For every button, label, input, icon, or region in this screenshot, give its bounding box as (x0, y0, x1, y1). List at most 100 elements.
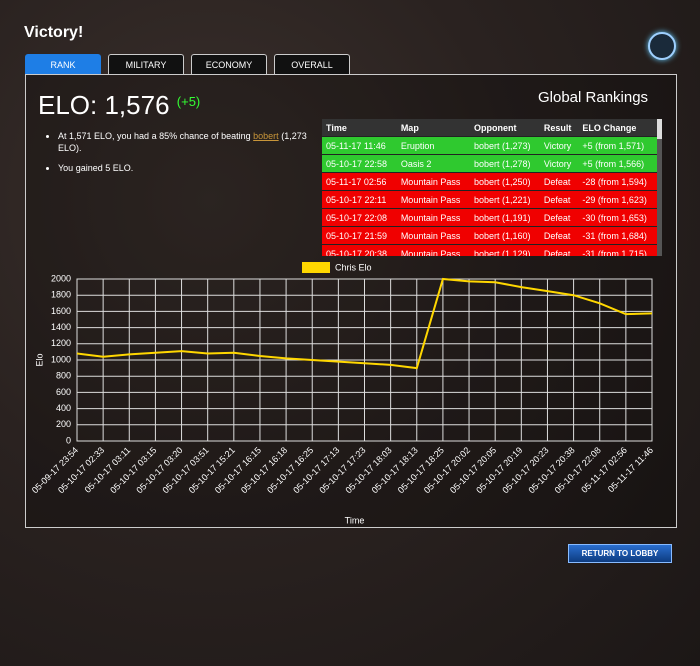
row: 05-10-17 20:38 Mountain Pass bobert (1,129… (322, 244, 657, 256)
cell: bobert (1,250) (469, 172, 540, 191)
table-box: Time Map Opponent Result ELO Change 05-11-17 … (322, 119, 657, 256)
y-tick-label: 1000 (51, 354, 71, 364)
row: 05-10-17 22:08 Mountain Pass bobert (1,191… (322, 208, 657, 227)
elo: ELO: 1,576 (+5) (38, 90, 200, 121)
y-tick-label: 800 (56, 371, 71, 381)
x-tick-label: 05-10-17 20:38 (526, 445, 576, 495)
cell: Mountain Pass (396, 208, 470, 227)
legend-swatch (302, 262, 330, 273)
cell: Defeat (539, 190, 579, 209)
scrollbar[interactable] (657, 119, 662, 256)
x-tick-label: 05-10-17 18:13 (370, 445, 420, 495)
cell: +5 (from 1,566) (578, 154, 657, 173)
summary-list: At 1,571 ELO, you had a 85% chance of be… (44, 130, 308, 182)
plot-border (76, 278, 653, 442)
x-tick-label: 05-10-17 03:15 (108, 445, 158, 495)
tab[interactable]: RANK (25, 54, 101, 74)
row: 05-11-17 02:56 Mountain Pass bobert (1,250… (322, 172, 657, 191)
cell: Eruption (396, 136, 470, 155)
y-tick-label: 400 (56, 403, 71, 413)
cell: -29 (from 1,623) (578, 190, 657, 209)
x-tick-label: 05-10-17 16:15 (213, 445, 263, 495)
header-cell: Opponent (469, 119, 540, 137)
x-tick-label: 05-10-17 16:25 (265, 445, 315, 495)
row: 05-11-17 11:46 Eruption bobert (1,273) Vict… (322, 136, 657, 155)
elo-change: (+5) (176, 94, 201, 109)
cell: Defeat (539, 226, 579, 245)
x-tick-label: 05-10-17 20:19 (474, 445, 524, 495)
tab[interactable]: MILITARY (108, 54, 184, 74)
text: At 1,571 ELO, you had a 85% chance of be… (58, 131, 251, 141)
rankings-title[interactable]: Global Rankings (538, 89, 649, 106)
y-tick-label: 1600 (51, 306, 71, 316)
cell: -31 (from 1,684) (578, 226, 657, 245)
y-tick-label: 0 (66, 435, 71, 445)
bullet: You gained 5 ELO. (58, 162, 308, 174)
cell: Defeat (539, 208, 579, 227)
tabs: RANK MILITARY ECONOMY OVERALL (25, 54, 350, 74)
scroll-thumb[interactable] (657, 119, 662, 139)
cell: bobert (1,221) (469, 190, 540, 209)
text: (1,273 ELO). (58, 131, 307, 153)
cell: -30 (from 1,653) (578, 208, 657, 227)
x-tick-label: 05-10-17 18:25 (396, 445, 446, 495)
x-tick-label: 05-09-17 23:54 (30, 445, 80, 495)
row: 05-10-17 21:59 Mountain Pass bobert (1,160… (322, 226, 657, 245)
cell: bobert (1,191) (469, 208, 540, 227)
x-tick-label: 05-10-17 03:20 (134, 445, 184, 495)
cell: 05-11-17 11:46 (322, 136, 397, 155)
cell: -28 (from 1,594) (578, 172, 657, 191)
y-tick-label: 200 (56, 419, 71, 429)
cell: Mountain Pass (396, 172, 470, 191)
header-cell: Time (322, 119, 397, 137)
cell: bobert (1,160) (469, 226, 540, 245)
cell: 05-10-17 22:08 (322, 208, 397, 227)
cell: bobert (1,273) (469, 136, 540, 155)
x-tick-label: 05-10-17 16:18 (239, 445, 289, 495)
cell: 05-11-17 02:56 (322, 172, 397, 191)
cell: -31 (from 1,715) (578, 244, 657, 256)
return-button[interactable]: RETURN TO LOBBY (568, 544, 672, 563)
cell: +5 (from 1,571) (578, 136, 657, 155)
x-tick-label: 05-10-17 20:23 (500, 445, 550, 495)
rankings-table: Time Map Opponent Result ELO Change 05-11-17 … (322, 119, 657, 256)
opponent-link[interactable]: bobert (253, 131, 279, 141)
y-tick-label: 1800 (51, 290, 71, 300)
y-tick-label: 1200 (51, 338, 71, 348)
cell: Defeat (539, 244, 579, 256)
cell: Victory (539, 154, 579, 173)
x-tick-label: 05-11-17 02:56 (579, 445, 629, 495)
cell: 05-10-17 20:38 (322, 244, 397, 256)
x-tick-label: 05-10-17 20:02 (422, 445, 472, 495)
tab[interactable]: OVERALL (274, 54, 350, 74)
x-tick-label: 05-10-17 02:33 (56, 445, 106, 495)
x-tick-label: 05-10-17 18:03 (343, 445, 393, 495)
cell: Oasis 2 (396, 154, 470, 173)
cell: Mountain Pass (396, 244, 470, 256)
header-row: Time Map Opponent Result ELO Change (322, 119, 657, 137)
cell: Victory (539, 136, 579, 155)
y-tick-label: 1400 (51, 322, 71, 332)
x-tick-label: 05-10-17 17:23 (317, 445, 367, 495)
cell: 05-10-17 22:11 (322, 190, 397, 209)
bullet: At 1,571 ELO, you had a 85% chance of be… (58, 130, 308, 154)
cell: bobert (1,129) (469, 244, 540, 256)
cell: Mountain Pass (396, 190, 470, 209)
text: You gained 5 ELO. (58, 163, 134, 173)
cell: 05-10-17 21:59 (322, 226, 397, 245)
legend-label: Chris Elo (335, 262, 372, 272)
cell: Mountain Pass (396, 226, 470, 245)
row: 05-10-17 22:11 Mountain Pass bobert (1,221… (322, 190, 657, 209)
elo-value: ELO: 1,576 (38, 90, 170, 120)
row: 05-10-17 22:58 Oasis 2 bobert (1,278) Victo… (322, 154, 657, 173)
x-tick-label: 05-10-17 17:13 (291, 445, 341, 495)
header-cell: Map (396, 119, 470, 137)
cell: Defeat (539, 172, 579, 191)
y-tick-label: 600 (56, 387, 71, 397)
y-axis-label: Elo (34, 353, 44, 366)
x-tick-label: 05-10-17 22:08 (553, 445, 603, 495)
tab[interactable]: ECONOMY (191, 54, 267, 74)
close-button[interactable] (648, 32, 676, 60)
chart: 0 200 400 600 800 1000 1200 1400 1600 1800 2000 05-… (30, 262, 655, 525)
